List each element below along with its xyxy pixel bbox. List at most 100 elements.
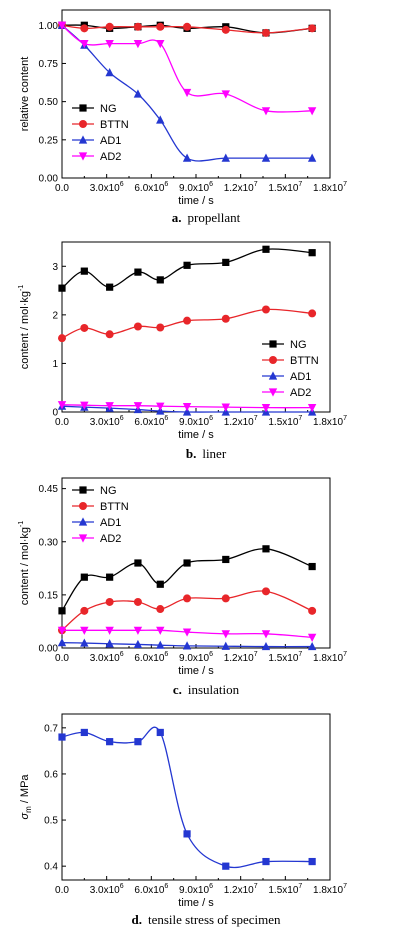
chart-a-data-point — [105, 22, 114, 31]
caption-d-text: tensile stress of specimen — [147, 912, 281, 927]
chart-a-ytick-label: 0.50 — [39, 97, 59, 108]
caption-c-text: insulation — [187, 682, 240, 697]
chart-b-data-point — [106, 283, 114, 291]
chart-c-data-point — [261, 630, 271, 639]
chart-a: 0.0 3.0x106 6.0x106 9.0x106 1.2x107 1.5x107 1.… — [19, 9, 347, 207]
chart-c-data-point — [105, 597, 114, 606]
caption-b: b. liner — [0, 446, 412, 462]
chart-c-data-point — [57, 626, 67, 635]
chart-d-ytick-label: 0.7 — [44, 723, 58, 734]
chart-a-data-point — [156, 22, 165, 31]
chart-c-data-point — [58, 607, 66, 615]
chart-c-data-point — [183, 594, 192, 603]
chart-d-data-point — [262, 857, 270, 866]
chart-b-data-point — [308, 249, 316, 257]
chart-b-series-ad2 — [57, 401, 317, 413]
chart-c-data-point — [156, 640, 165, 649]
chart-b-data-point — [156, 276, 164, 284]
chart-b-xtick-label: 1.5x107 — [268, 415, 302, 428]
chart-a-ytick-label: 0.00 — [39, 174, 59, 185]
chart-c-xlabel: time / s — [178, 665, 214, 677]
chart-d-xtick-label: 1.8x107 — [313, 883, 347, 896]
chart-b-legend-marker — [269, 356, 277, 364]
chart-c-data-point — [156, 605, 165, 614]
chart-a-data-point — [133, 89, 143, 98]
chart-c-legend-label: AD2 — [100, 533, 121, 545]
chart-c-data-point — [183, 559, 191, 567]
chart-d-data-point — [183, 830, 191, 838]
chart-c-data-point — [261, 587, 270, 596]
chart-b-legend-label: BTTN — [290, 355, 319, 367]
chart-b-legend-label: AD2 — [290, 387, 311, 399]
chart-d-xtick-label: 6.0x106 — [134, 883, 168, 896]
chart-b-series-ng — [58, 245, 316, 292]
chart-a-legend-marker — [79, 104, 87, 112]
chart-a-legend-marker — [79, 120, 87, 128]
chart-a-legend-marker — [78, 135, 88, 144]
chart-a-data-point — [182, 88, 192, 98]
chart-c-data-point — [308, 562, 316, 571]
chart-c-series-bttn — [58, 587, 317, 635]
chart-a-data-point — [221, 25, 230, 34]
chart-c-ytick-label: 0.45 — [39, 484, 59, 495]
chart-a-data-point — [261, 107, 271, 116]
chart-d-data-point — [134, 738, 142, 746]
chart-b-data-point — [133, 402, 143, 411]
chart-b-ytick-label: 1 — [52, 359, 58, 370]
chart-a-legend-label: NG — [100, 103, 117, 115]
chart-a-legend-label: AD2 — [100, 151, 121, 163]
caption-d-letter: d. — [131, 912, 142, 927]
chart-c-xtick-label: 9.0x106 — [179, 651, 213, 664]
chart-c-data-point — [106, 573, 114, 581]
chart-b-data-point — [221, 314, 230, 323]
chart-a-xtick-label: 9.0x106 — [179, 181, 213, 194]
chart-a-data-point — [80, 40, 89, 49]
chart-c-data-point — [307, 641, 317, 651]
chart-a-series-ad2 — [57, 21, 317, 116]
chart-d-ytick-label: 0.6 — [44, 769, 58, 780]
chart-c-xtick-label: 1.5x107 — [268, 651, 302, 664]
chart-b-data-point — [261, 305, 270, 314]
chart-b-legend-label: AD1 — [290, 371, 311, 383]
chart-a-data-point — [57, 21, 67, 30]
chart-b-data-point — [261, 404, 271, 413]
caption-c: c. insulation — [0, 682, 412, 698]
chart-a-data-point — [261, 153, 271, 162]
chart-c-legend-marker — [78, 534, 88, 543]
chart-d-ytick-label: 0.4 — [44, 862, 58, 873]
chart-d-series-line — [61, 726, 313, 869]
chart-b-legend-label: NG — [290, 339, 307, 351]
chart-c-data-point — [133, 626, 143, 635]
chart-c-data-point — [133, 639, 143, 649]
chart-a-series-bttn — [58, 21, 317, 37]
chart-b-data-point — [308, 309, 317, 318]
chart-c-legend-marker — [79, 502, 87, 510]
chart-d-data-point — [156, 728, 164, 737]
chart-a-data-point — [80, 24, 89, 33]
chart-c-data-point — [307, 633, 317, 642]
chart-b-data-point — [105, 330, 114, 339]
caption-d: d. tensile stress of specimen — [0, 912, 412, 928]
chart-c-data-point — [57, 638, 67, 647]
chart-b-series-bttn — [58, 305, 317, 343]
chart-d-ylabel: σm / MPa — [19, 774, 33, 820]
chart-b-data-point — [182, 403, 192, 412]
chart-c-data-point — [221, 641, 230, 650]
chart-a-xtick-label: 6.0x106 — [134, 181, 168, 194]
chart-b-data-point — [182, 407, 192, 416]
chart-a-data-point — [221, 90, 230, 99]
chart-c-data-point — [261, 641, 271, 651]
chart-b-legend-marker — [269, 340, 277, 348]
chart-panel-b: 0.0 3.0x106 6.0x106 9.0x106 1.2x107 1.5x107 1.… — [0, 232, 412, 468]
chart-b-xtick-label: 9.0x106 — [179, 415, 213, 428]
chart-d-data-point — [308, 857, 316, 866]
chart-b-data-point — [133, 322, 142, 331]
chart-a-data-point — [182, 153, 192, 162]
chart-c-data-point — [156, 580, 164, 588]
chart-b-xlabel: time / s — [178, 429, 214, 441]
chart-b-data-point — [58, 334, 66, 343]
chart-a-legend-marker — [78, 152, 88, 161]
chart-c-ytick-label: 0.15 — [39, 590, 59, 601]
chart-d-data-point — [222, 862, 230, 870]
chart-a-series-line — [61, 24, 313, 113]
